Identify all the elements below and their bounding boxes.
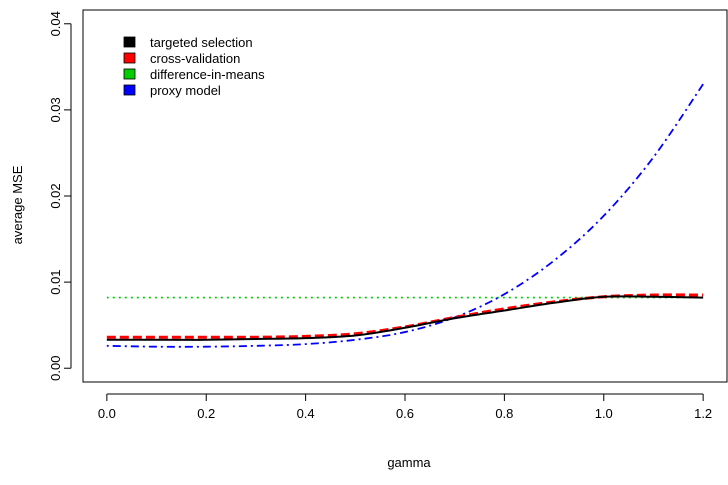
x-tick-label: 1.2: [694, 406, 712, 421]
y-tick-label: 0.03: [48, 97, 63, 122]
x-tick-label: 0.4: [297, 406, 315, 421]
x-axis-title: gamma: [387, 455, 431, 470]
x-tick-label: 0.8: [495, 406, 513, 421]
legend-label-difference-in-means: difference-in-means: [150, 67, 265, 82]
x-tick-label: 0.6: [396, 406, 414, 421]
x-axis: 0.0 0.2 0.4 0.6 0.8 1.0 1.2: [98, 393, 712, 421]
plot-frame: [82, 9, 728, 383]
y-tick-label: 0.02: [48, 183, 63, 208]
x-tick-label: 0.0: [98, 406, 116, 421]
legend-swatch-proxy-model: [123, 84, 136, 96]
series-line-proxy-model: [106, 83, 704, 348]
legend-swatch-difference-in-means: [123, 68, 136, 80]
legend-swatch-cross-validation: [123, 52, 136, 64]
x-tick-label: 1.0: [595, 406, 613, 421]
series-line-targeted-selection: [106, 295, 704, 341]
y-axis: 0.00 0.01 0.02 0.03 0.04: [48, 11, 72, 381]
y-tick-label: 0.00: [48, 356, 63, 381]
legend-label-targeted-selection: targeted selection: [150, 35, 253, 50]
y-tick-label: 0.01: [48, 269, 63, 294]
legend-label-cross-validation: cross-validation: [150, 51, 240, 66]
y-tick-label: 0.04: [48, 11, 63, 36]
series-layer: [106, 83, 704, 348]
legend-swatch-targeted-selection: [123, 36, 136, 48]
x-tick-label: 0.2: [197, 406, 215, 421]
y-axis-title: average MSE: [10, 165, 25, 244]
legend-label-proxy-model: proxy model: [150, 83, 221, 98]
legend: targeted selectioncross-validationdiffer…: [123, 35, 265, 98]
